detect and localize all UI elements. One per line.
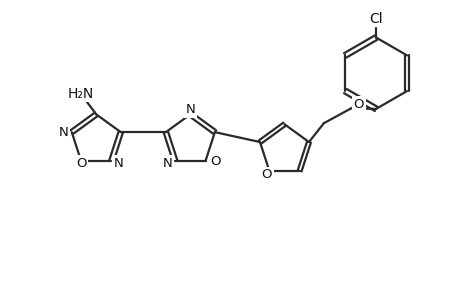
Text: N: N bbox=[114, 157, 123, 170]
Text: O: O bbox=[210, 155, 220, 168]
Text: O: O bbox=[76, 157, 86, 170]
Text: H₂N: H₂N bbox=[67, 86, 93, 100]
Text: N: N bbox=[58, 126, 68, 139]
Text: N: N bbox=[185, 103, 195, 116]
Text: N: N bbox=[162, 157, 173, 170]
Text: O: O bbox=[353, 98, 363, 111]
Text: O: O bbox=[261, 168, 272, 181]
Text: Cl: Cl bbox=[369, 12, 382, 26]
